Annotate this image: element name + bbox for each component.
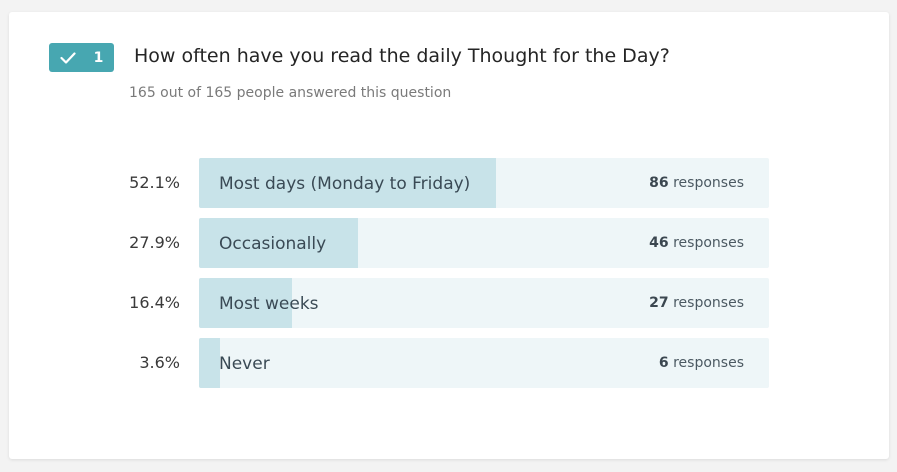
response-count-value: 6 — [658, 355, 669, 371]
response-count: 27 responses — [649, 278, 744, 328]
bar-track: Most days (Monday to Friday) 86 responses — [199, 158, 769, 208]
bar-fill — [199, 278, 292, 328]
bar-track: Never 6 responses — [199, 338, 769, 388]
percentage-label: 52.1% — [129, 173, 180, 192]
question-card: 1 How often have you read the daily Thou… — [9, 12, 889, 459]
bar-fill — [199, 158, 496, 208]
question-title: How often have you read the daily Though… — [134, 45, 670, 67]
result-row: 3.6% Never 6 responses — [9, 338, 889, 388]
response-count-word: responses — [668, 295, 744, 311]
response-count-value: 46 — [649, 235, 669, 251]
result-row: 52.1% Most days (Monday to Friday) 86 resp… — [9, 158, 889, 208]
result-row: 27.9% Occasionally 46 responses — [9, 218, 889, 268]
bar-fill — [199, 218, 358, 268]
response-count: 86 responses — [649, 158, 744, 208]
response-count-word: responses — [668, 235, 744, 251]
check-icon — [49, 51, 87, 64]
response-count: 46 responses — [649, 218, 744, 268]
percentage-label: 3.6% — [139, 353, 180, 372]
percentage-label: 27.9% — [129, 233, 180, 252]
bar-fill — [199, 338, 220, 388]
result-row: 16.4% Most weeks 27 responses — [9, 278, 889, 328]
response-count-value: 27 — [649, 295, 669, 311]
question-subtitle: 165 out of 165 people answered this ques… — [129, 85, 452, 101]
bar-track: Occasionally 46 responses — [199, 218, 769, 268]
question-number: 1 — [93, 49, 104, 66]
response-count-word: responses — [668, 355, 744, 371]
response-count: 6 responses — [659, 338, 744, 388]
option-label: Most days (Monday to Friday) — [219, 174, 471, 194]
option-label: Most weeks — [219, 294, 319, 314]
bar-track: Most weeks 27 responses — [199, 278, 769, 328]
option-label: Never — [219, 354, 270, 374]
response-count-word: responses — [668, 175, 744, 191]
percentage-label: 16.4% — [129, 293, 180, 312]
question-badge: 1 — [49, 43, 114, 72]
option-label: Occasionally — [219, 234, 327, 254]
response-count-value: 86 — [649, 175, 669, 191]
